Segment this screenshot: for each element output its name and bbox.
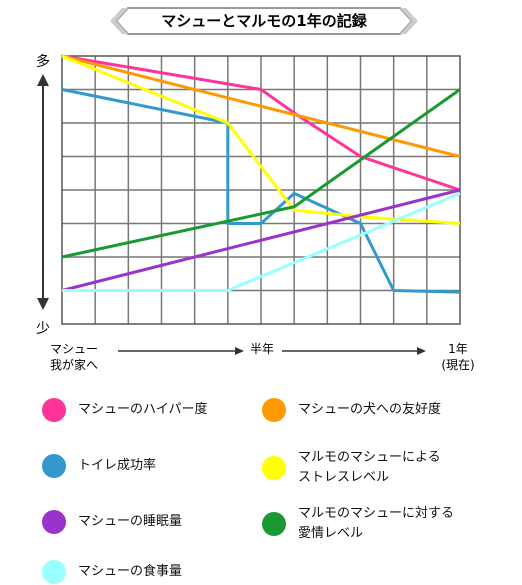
legend-item: マシューのハイパー度: [42, 398, 207, 422]
legend-swatch: [42, 510, 66, 534]
legend-swatch: [42, 398, 66, 422]
legend-label: マシューの犬への友好度: [298, 402, 442, 417]
series-line-2: [61, 54, 461, 158]
series-line-6: [61, 88, 461, 259]
y-axis-top-label: 多: [36, 53, 50, 70]
legend-item: マシューの犬への友好度: [262, 398, 441, 422]
series-line-7: [62, 191, 461, 292]
legend-swatch: [42, 454, 66, 478]
legend-swatch: [262, 512, 286, 536]
y-axis-down-arrow-icon: [37, 298, 49, 310]
legend-item: トイレ成功率: [42, 454, 156, 478]
grid: [62, 56, 460, 324]
legend-swatch: [42, 560, 66, 584]
y-axis: 多 少: [36, 53, 50, 337]
x-axis-arrow-icon: [235, 347, 244, 355]
y-axis-bottom-label: 少: [36, 321, 50, 337]
legend-item: マシューの睡眠量: [42, 510, 182, 534]
x-axis-start-label: マシュー我が家へ: [50, 342, 98, 372]
series-line-3: [61, 88, 461, 294]
line-chart: マシューとマルモの1年の記録 多 少 マシュー我が家へ 半年 1年(現在): [36, 7, 475, 372]
legend: マシューのハイパー度 マシューの犬への友好度トイレ成功率 マルモのマシューによる ス…: [0, 392, 522, 585]
legend-item: マシューの食事量: [42, 560, 182, 584]
legend-label: トイレ成功率: [78, 458, 157, 473]
legend-swatch: [262, 398, 286, 422]
x-axis-end-arrow-icon: [417, 347, 426, 355]
legend-label: マシューのハイパー度: [78, 402, 208, 417]
legend-label: マルモのマシューによる ストレスレベル: [298, 450, 441, 485]
legend-swatch: [262, 456, 286, 480]
series-line-1: [61, 54, 461, 192]
y-axis-up-arrow-icon: [37, 74, 49, 86]
x-axis-end-label: 1年(現在): [441, 342, 474, 372]
legend-label: マシューの食事量: [78, 564, 183, 579]
x-axis-mid-label: 半年: [250, 342, 274, 356]
title-banner: マシューとマルモの1年の記録: [110, 7, 418, 35]
series-line-4: [61, 54, 461, 225]
series-layer: [61, 54, 461, 294]
legend-label: マシューの睡眠量: [78, 514, 183, 529]
legend-label: マルモのマシューに対する 愛情レベル: [298, 506, 455, 541]
x-axis: マシュー我が家へ 半年 1年(現在): [50, 342, 475, 372]
series-line-5: [61, 188, 461, 292]
legend-item: マルモのマシューによる ストレスレベル: [262, 448, 441, 488]
legend-item: マルモのマシューに対する 愛情レベル: [262, 504, 454, 544]
chart-title: マシューとマルモの1年の記録: [161, 12, 367, 30]
